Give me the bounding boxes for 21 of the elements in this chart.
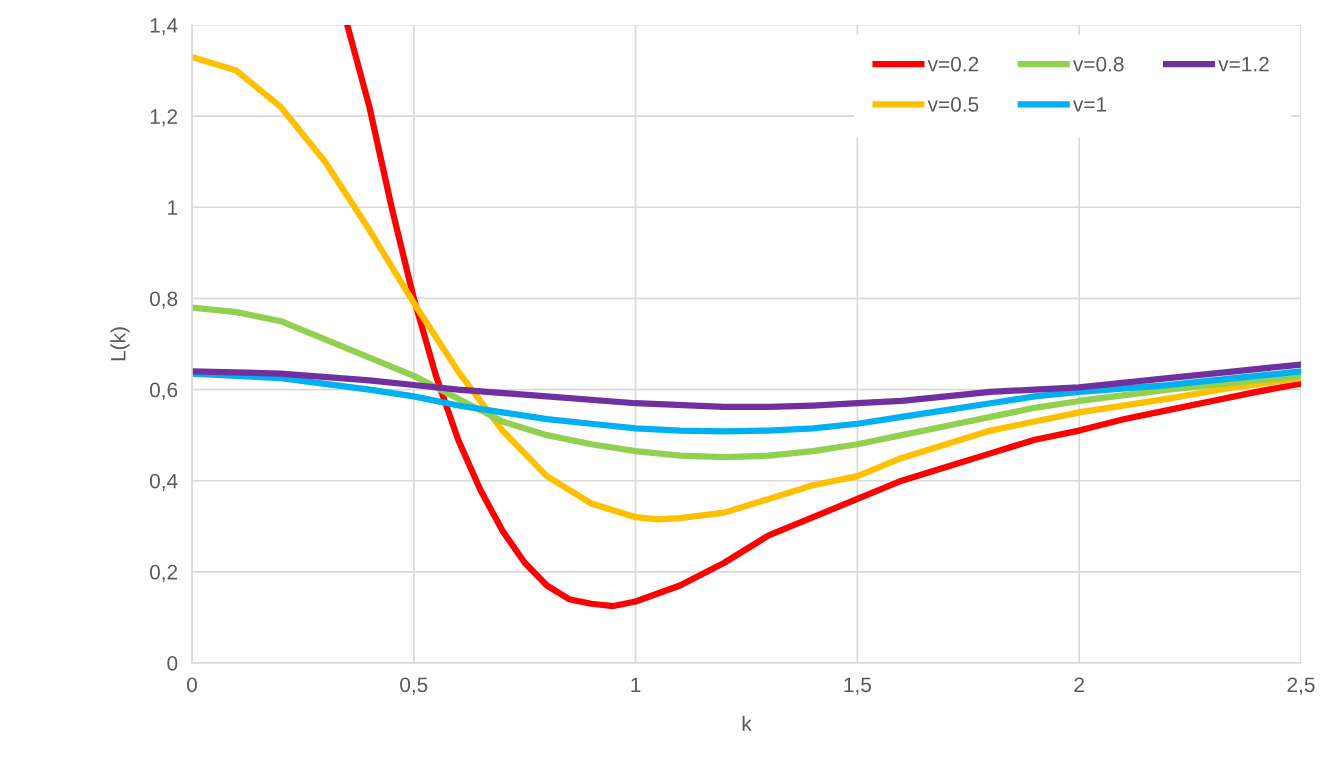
x-tick-label: 0: [187, 677, 197, 693]
y-tick-label: 1,2: [150, 109, 178, 127]
x-axis-title: k: [742, 715, 752, 731]
y-tick-label: 0,4: [149, 473, 178, 491]
legend-label: v=0.8: [1072, 56, 1124, 72]
x-tick-label: 2,5: [1287, 677, 1315, 695]
y-tick-label: 0: [167, 656, 178, 671]
y-tick-label: 1: [168, 200, 178, 215]
y-axis-title: L(k): [110, 327, 130, 361]
y-tick-label: 0,8: [149, 291, 178, 309]
x-tick-label: 1,5: [844, 677, 872, 695]
x-tick-label: 0,5: [400, 677, 428, 695]
legend-label: v=0.2: [927, 56, 979, 72]
legend-label: v=1: [1072, 97, 1107, 112]
legend-label: v=1.2: [1218, 56, 1269, 72]
y-tick-label: 0,2: [149, 564, 178, 583]
y-tick-label: 0,6: [149, 382, 178, 400]
y-tick-label: 1,4: [150, 18, 178, 36]
x-tick-label: 1: [631, 677, 641, 692]
x-tick-label: 2: [1074, 677, 1084, 692]
legend-label: v=0.5: [927, 97, 979, 112]
